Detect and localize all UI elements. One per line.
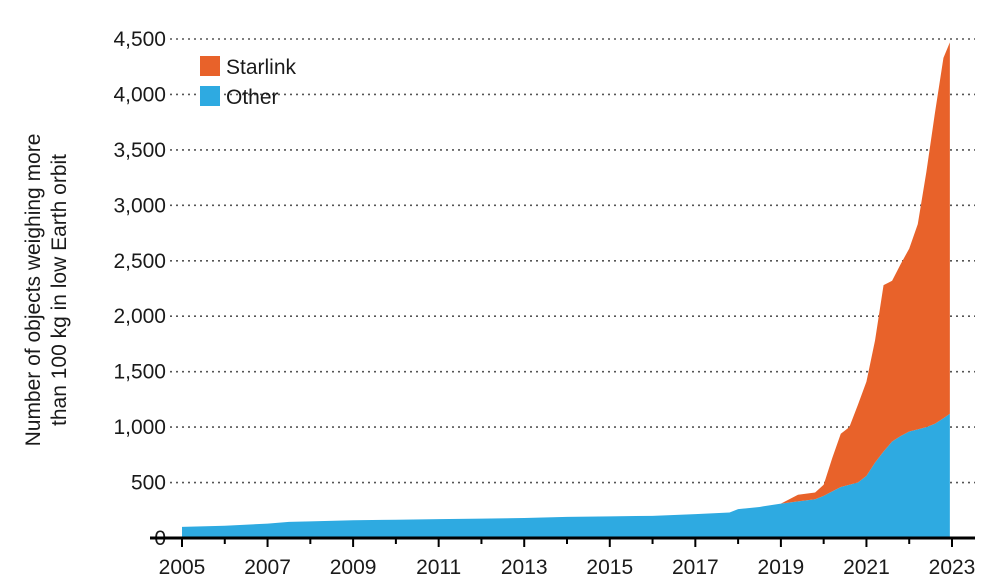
x-tick-label-2013: 2013 xyxy=(501,556,548,579)
legend-item-other: Other xyxy=(200,86,279,109)
stacked-areas xyxy=(182,42,950,538)
y-axis-title-line-1: Number of objects weighing more xyxy=(22,134,45,447)
x-tick-label-2015: 2015 xyxy=(586,556,633,579)
legend-label-other: Other xyxy=(226,86,279,109)
x-tick-label-2023: 2023 xyxy=(929,556,976,579)
y-tick-label-1000: 1,000 xyxy=(113,416,166,439)
series-area-starlink xyxy=(182,42,950,527)
legend: Starlink Other xyxy=(200,56,297,109)
axes: 2005 2007 2009 2011 2013 2015 2017 2019 2021 2023 xyxy=(150,536,976,579)
x-tick-label-2009: 2009 xyxy=(330,556,377,579)
y-tick-label-2500: 2,500 xyxy=(113,250,166,273)
legend-item-starlink: Starlink xyxy=(200,56,297,79)
x-tick-label-2019: 2019 xyxy=(758,556,805,579)
y-tick-label-4000: 4,000 xyxy=(113,83,166,106)
x-tick-label-2021: 2021 xyxy=(843,556,890,579)
x-tick-label-2007: 2007 xyxy=(244,556,291,579)
x-tick-label-2005: 2005 xyxy=(159,556,206,579)
y-tick-label-1500: 1,500 xyxy=(113,361,166,384)
y-tick-label-500: 500 xyxy=(131,472,166,495)
x-tick-label-2011: 2011 xyxy=(416,556,461,579)
y-tick-label-4500: 4,500 xyxy=(113,28,166,51)
series-area-other xyxy=(182,413,950,538)
legend-swatch-other xyxy=(200,86,220,106)
y-tick-label-3000: 3,000 xyxy=(113,194,166,217)
y-axis-title: Number of objects weighing more than 100 … xyxy=(22,134,71,447)
legend-label-starlink: Starlink xyxy=(226,56,297,79)
grid-lines: 05001,0001,5002,0002,5003,0003,5004,0004… xyxy=(113,28,975,550)
y-axis-title-line-2: than 100 kg in low Earth orbit xyxy=(48,154,71,426)
y-tick-label-3500: 3,500 xyxy=(113,139,166,162)
legend-swatch-starlink xyxy=(200,56,220,76)
y-tick-label-2000: 2,000 xyxy=(113,305,166,328)
x-tick-label-2017: 2017 xyxy=(672,556,719,579)
